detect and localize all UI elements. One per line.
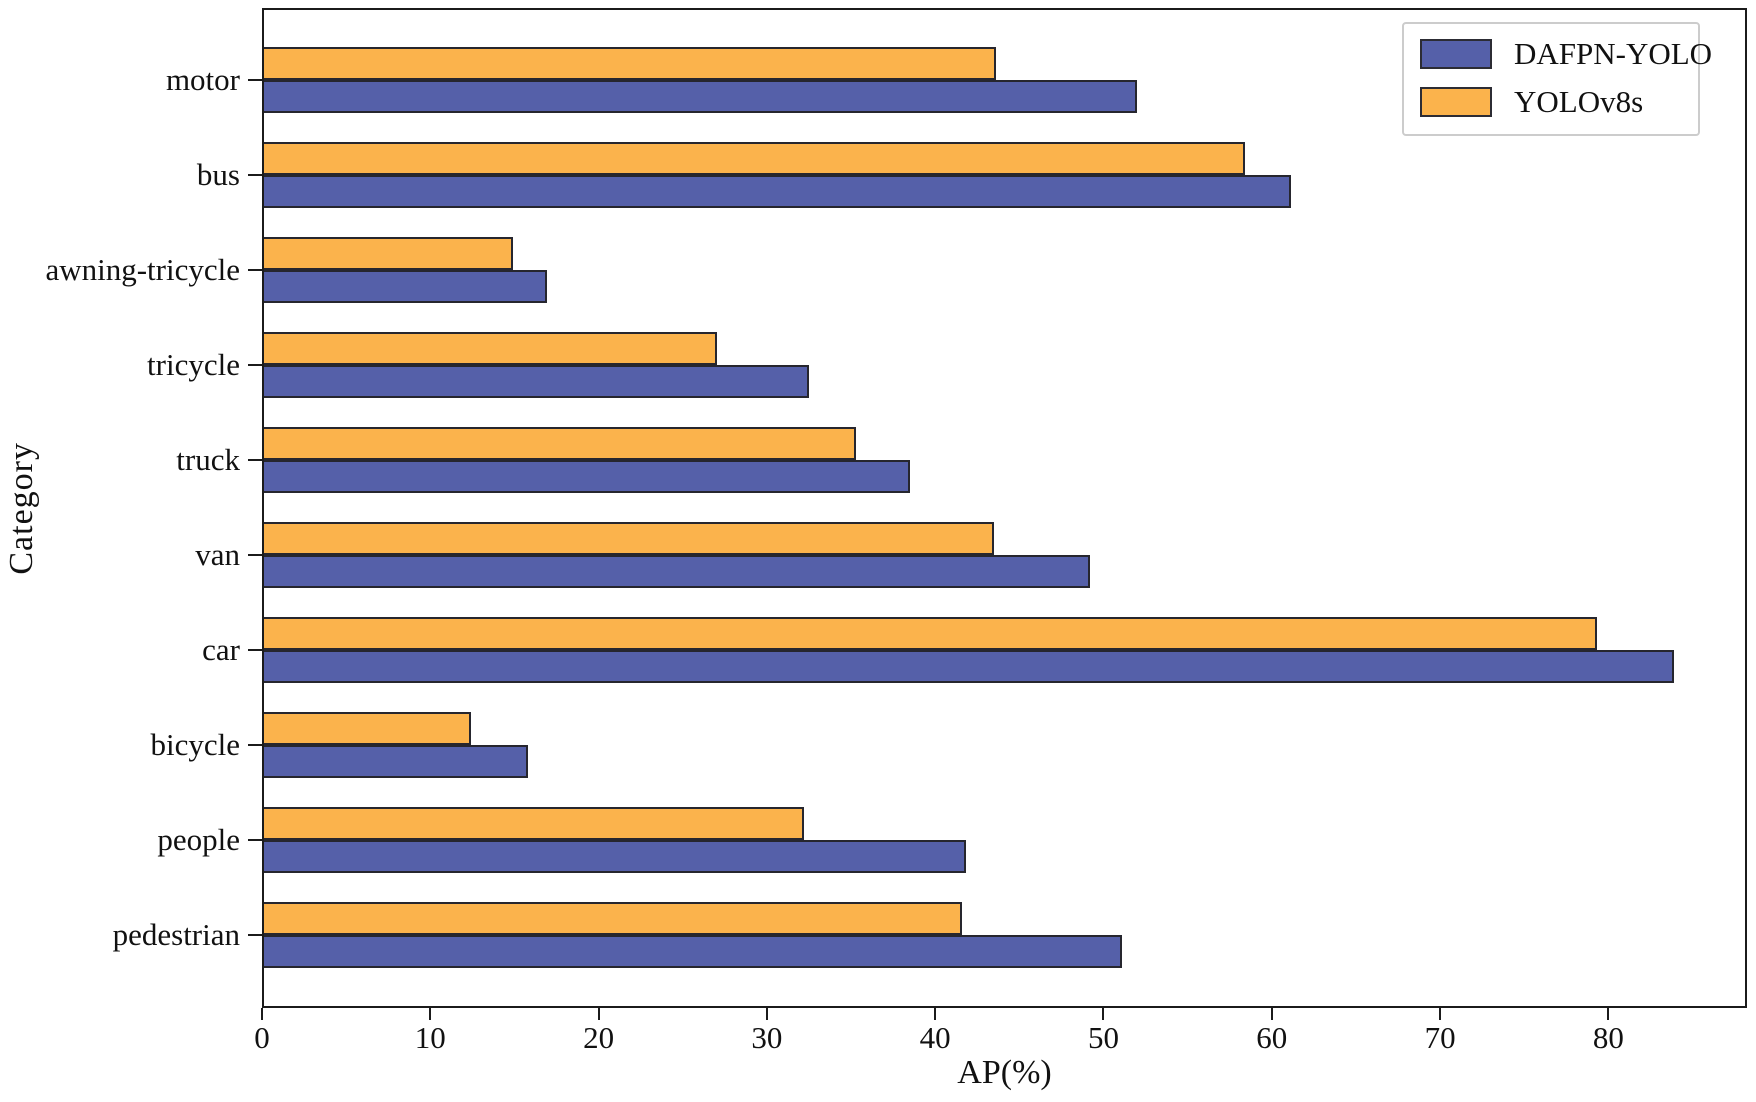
x-tick-label-50: 50 (1087, 1020, 1119, 1055)
x-tick-70 (1439, 1008, 1442, 1020)
y-tick-awning-tricycle (248, 269, 262, 271)
bar-yolov8s-tricycle (264, 332, 717, 365)
legend: DAFPN-YOLO YOLOv8s (1402, 22, 1712, 136)
x-tick-label-60: 60 (1256, 1020, 1288, 1055)
y-tick-people (248, 839, 262, 841)
x-axis-title: AP(%) (957, 1054, 1052, 1091)
y-tick-van (248, 554, 262, 556)
y-tick-pedestrian (248, 934, 262, 936)
x-tick-20 (597, 1008, 600, 1020)
bar-yolov8s-motor (264, 47, 997, 80)
y-tick-bus (248, 174, 262, 176)
category-label-tricycle: tricycle (147, 347, 240, 382)
bar-dafpn-yolo-car (264, 650, 1675, 683)
bar-yolov8s-bus (264, 142, 1246, 175)
bar-dafpn-yolo-bicycle (264, 745, 529, 778)
y-tick-motor (248, 79, 262, 81)
category-label-car: car (202, 632, 240, 667)
legend-label-yolov8s: YOLOv8s (1514, 84, 1644, 119)
bar-yolov8s-awning-tricycle (264, 237, 514, 270)
legend-item-yolov8s: YOLOv8s (1420, 84, 1680, 120)
x-tick-label-0: 0 (254, 1020, 270, 1055)
bar-dafpn-yolo-van (264, 555, 1091, 588)
bar-dafpn-yolo-bus (264, 175, 1291, 208)
category-label-people: people (157, 822, 240, 857)
x-tick-label-30: 30 (751, 1020, 783, 1055)
bar-yolov8s-truck (264, 427, 857, 460)
legend-label-dafpn-yolo: DAFPN-YOLO (1514, 36, 1713, 71)
y-tick-bicycle (248, 744, 262, 746)
bar-dafpn-yolo-people (264, 840, 966, 873)
legend-swatch-dafpn-yolo (1420, 39, 1492, 69)
bar-yolov8s-van (264, 522, 995, 555)
x-tick-label-70: 70 (1424, 1020, 1456, 1055)
bar-dafpn-yolo-motor (264, 80, 1138, 113)
bar-yolov8s-bicycle (264, 712, 471, 745)
y-tick-truck (248, 459, 262, 461)
x-tick-label-40: 40 (919, 1020, 951, 1055)
y-tick-tricycle (248, 364, 262, 366)
category-label-bicycle: bicycle (150, 727, 240, 762)
legend-item-dafpn-yolo: DAFPN-YOLO (1420, 36, 1712, 72)
bar-yolov8s-people (264, 807, 805, 840)
plot-area (262, 8, 1747, 1008)
x-tick-10 (429, 1008, 432, 1020)
x-tick-60 (1270, 1008, 1273, 1020)
x-tick-50 (1102, 1008, 1105, 1020)
bar-yolov8s-pedestrian (264, 902, 963, 935)
category-label-awning-tricycle: awning-tricycle (45, 252, 240, 287)
x-tick-label-20: 20 (583, 1020, 615, 1055)
bar-dafpn-yolo-awning-tricycle (264, 270, 547, 303)
category-label-pedestrian: pedestrian (112, 917, 240, 952)
x-tick-label-80: 80 (1592, 1020, 1624, 1055)
bar-yolov8s-car (264, 617, 1597, 650)
x-tick-30 (765, 1008, 768, 1020)
legend-swatch-yolov8s (1420, 87, 1492, 117)
bar-dafpn-yolo-truck (264, 460, 911, 493)
x-tick-label-10: 10 (414, 1020, 446, 1055)
category-label-bus: bus (196, 157, 240, 192)
y-tick-car (248, 649, 262, 651)
bar-dafpn-yolo-tricycle (264, 365, 810, 398)
category-label-motor: motor (165, 62, 240, 97)
x-tick-80 (1607, 1008, 1610, 1020)
x-tick-40 (934, 1008, 937, 1020)
category-label-truck: truck (176, 442, 240, 477)
bar-dafpn-yolo-pedestrian (264, 935, 1123, 968)
x-tick-0 (261, 1008, 263, 1020)
category-label-van: van (195, 537, 240, 572)
